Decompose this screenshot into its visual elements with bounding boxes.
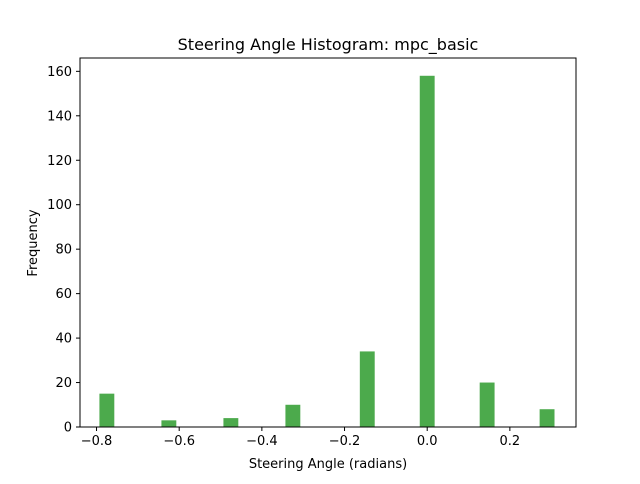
y-tick-label: 120: [47, 154, 72, 169]
y-tick-label: 100: [47, 198, 72, 213]
x-axis-label: Steering Angle (radians): [249, 457, 407, 472]
y-tick-label: 80: [55, 243, 72, 258]
y-tick-label: 140: [47, 109, 72, 124]
y-tick-label: 160: [47, 65, 72, 80]
y-tick-label: 20: [55, 376, 72, 391]
y-axis-label: Frequency: [26, 209, 41, 276]
histogram-bar-2: [161, 420, 177, 427]
bars-group: [99, 75, 555, 427]
histogram-bar-5: [359, 351, 375, 427]
histogram-bar-4: [285, 404, 301, 427]
y-axis-ticks: 0 20 40 60 80 100 120 140 160: [47, 65, 80, 436]
x-tick-label: −0.2: [329, 434, 361, 449]
y-tick-label: 40: [55, 332, 72, 347]
y-tick-label: 0: [64, 421, 72, 436]
x-axis-ticks: −0.8 −0.6 −0.4 −0.2 0.0 0.2: [81, 427, 520, 449]
histogram-bar-7: [479, 382, 495, 427]
x-tick-label: −0.8: [81, 434, 113, 449]
x-tick-label: −0.4: [246, 434, 278, 449]
histogram-bar-1: [99, 393, 115, 427]
x-tick-label: 0.0: [417, 434, 438, 449]
histogram-bar-6: [419, 75, 435, 427]
y-tick-label: 60: [55, 287, 72, 302]
chart-title: Steering Angle Histogram: mpc_basic: [178, 35, 479, 55]
x-tick-label: 0.2: [500, 434, 521, 449]
x-tick-label: −0.6: [163, 434, 195, 449]
histogram-bar-3: [223, 418, 239, 427]
histogram-bar-8: [539, 409, 555, 427]
plot-frame: [79, 57, 577, 428]
